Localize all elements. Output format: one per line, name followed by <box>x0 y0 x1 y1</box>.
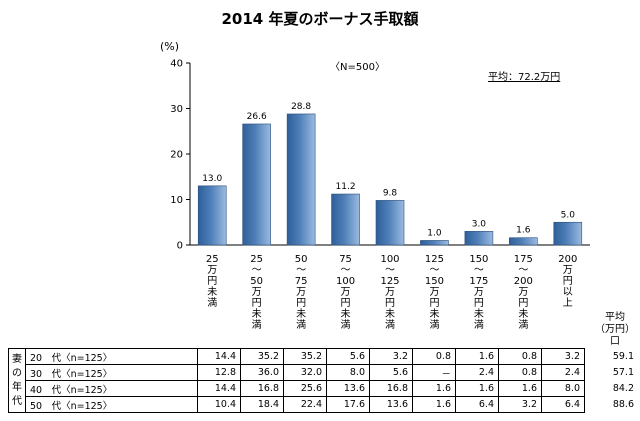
bar <box>331 193 360 246</box>
table-cell: 18.4 <box>240 396 284 413</box>
average-column: 59.1 57.1 84.2 88.6 <box>600 349 634 413</box>
bar <box>553 221 583 246</box>
bar-value-label: 3.0 <box>472 219 487 229</box>
average-header-line: 口 <box>610 336 620 347</box>
table-cell: 13.6 <box>369 396 413 413</box>
table-row: 30 代〈n=125〉 12.8 36.0 32.0 8.0 5.6 － 2.4 0.8 2.4 <box>9 364 585 381</box>
table-cell: 14.4 <box>197 380 241 397</box>
row-label: 40 代〈n=125〉 <box>25 380 198 397</box>
table-cell: 12.8 <box>197 364 241 381</box>
table-cell: 5.6 <box>369 364 413 381</box>
bar-value-label: 1.6 <box>516 226 531 236</box>
row-average: 59.1 <box>612 351 634 362</box>
table-cell: 6.4 <box>541 396 585 413</box>
table-cell: 3.2 <box>541 348 585 365</box>
table-cell: 0.8 <box>498 348 542 365</box>
table-cell: 1.6 <box>498 380 542 397</box>
table-cell: － <box>412 364 456 381</box>
wife-age-group-label: 妻の年代 <box>8 348 26 413</box>
y-tick-label: 0 <box>177 241 183 252</box>
bar-value-label: 5.0 <box>561 210 576 220</box>
chart-title: 2014 年夏のボーナス手取額 <box>221 10 419 28</box>
table-cell: 3.2 <box>369 348 413 365</box>
category-label: 100 ～ 125 万円未満 <box>380 254 399 331</box>
category-label: 25 万円未満 <box>206 254 219 309</box>
y-tick-label: 30 <box>170 104 183 115</box>
table-cell: 6.4 <box>455 396 499 413</box>
bar-value-label: 13.0 <box>202 174 222 184</box>
bar-value-label: 28.8 <box>291 102 311 112</box>
table-cell: 16.8 <box>369 380 413 397</box>
average-column-header: 平均 （万円）口 <box>590 312 640 348</box>
category-label: 125 ～ 150 万円未満 <box>425 254 444 331</box>
table-row: 40 代〈n=125〉 14.4 16.8 25.6 13.6 16.8 1.6 1.6 1.6… <box>9 380 585 397</box>
table-cell: 17.6 <box>326 396 370 413</box>
table-cell: 36.0 <box>240 364 284 381</box>
table-cell: 1.6 <box>412 380 456 397</box>
bar <box>242 123 271 246</box>
average-label: 平均：72.2万円 <box>488 72 561 83</box>
table-cell: 0.8 <box>412 348 456 365</box>
bar <box>286 113 316 246</box>
average-header-line: 平均 <box>605 312 625 323</box>
bar-chart: 0 10 20 30 40 13.0 25 万円未満 26.6 25 ～ 50 万円未満 28.8 50 ～ 7… <box>170 59 590 331</box>
row-average: 57.1 <box>612 367 634 378</box>
table-cell: 1.6 <box>412 396 456 413</box>
bar <box>420 240 449 246</box>
bar-value-label: 11.2 <box>336 182 356 192</box>
table-cell: 8.0 <box>326 364 370 381</box>
table-cell: 8.0 <box>541 380 585 397</box>
bar-value-label: 26.6 <box>247 112 267 122</box>
table-cell: 1.6 <box>455 348 499 365</box>
table-cell: 35.2 <box>240 348 284 365</box>
row-label: 20 代〈n=125〉 <box>25 348 198 365</box>
category-label: 150 ～ 175 万円未満 <box>469 254 488 331</box>
table-cell: 35.2 <box>283 348 327 365</box>
table-cell: 32.0 <box>283 364 327 381</box>
category-label: 175 ～ 200 万円未満 <box>514 254 533 331</box>
bar <box>375 200 405 246</box>
category-label: 50 ～ 75 万円未満 <box>295 254 308 331</box>
bar <box>197 185 227 246</box>
table-cell: 22.4 <box>283 396 327 413</box>
bar <box>509 237 538 246</box>
category-label: 200 万円以上 <box>558 254 577 309</box>
table-row: 50 代〈n=125〉 10.4 18.4 22.4 17.6 13.6 1.6 6.4 3.2… <box>9 396 585 413</box>
table-cell: 10.4 <box>197 396 241 413</box>
bar <box>464 231 494 246</box>
y-axis-label: (%) <box>160 40 180 53</box>
row-average: 84.2 <box>612 383 634 394</box>
bar-value-label: 9.8 <box>383 188 398 198</box>
table-cell: 2.4 <box>455 364 499 381</box>
table-cell: 0.8 <box>498 364 542 381</box>
average-header-line: （万円） <box>595 324 635 335</box>
y-tick-label: 20 <box>170 150 183 161</box>
row-average: 88.6 <box>612 399 634 410</box>
table-cell: 25.6 <box>283 380 327 397</box>
table-cell: 5.6 <box>326 348 370 365</box>
category-label: 75 ～ 100 万円未満 <box>336 254 355 331</box>
table-cell: 16.8 <box>240 380 284 397</box>
y-tick-label: 40 <box>170 59 183 70</box>
table-cell: 13.6 <box>326 380 370 397</box>
category-label: 25 ～ 50 万円未満 <box>250 254 263 331</box>
table-row: 妻の年代 20 代〈n=125〉 14.4 35.2 35.2 5.6 3.2 0.8 1.6 0… <box>8 348 585 413</box>
table-cell: 14.4 <box>197 348 241 365</box>
row-label: 30 代〈n=125〉 <box>25 364 198 381</box>
bar-value-label: 1.0 <box>427 228 442 238</box>
sample-size-label: 〈N=500〉 <box>330 62 385 73</box>
breakdown-table: 妻の年代 20 代〈n=125〉 14.4 35.2 35.2 5.6 3.2 0.8 1.6 0… <box>8 348 585 413</box>
row-label: 50 代〈n=125〉 <box>25 396 198 413</box>
table-cell: 2.4 <box>541 364 585 381</box>
table-cell: 3.2 <box>498 396 542 413</box>
y-tick-label: 10 <box>170 195 183 206</box>
table-cell: 1.6 <box>455 380 499 397</box>
